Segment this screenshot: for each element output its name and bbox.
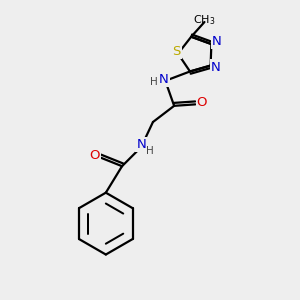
Text: H: H: [146, 146, 154, 156]
Text: O: O: [196, 96, 207, 110]
Text: H: H: [150, 77, 158, 87]
Text: N: N: [211, 61, 221, 74]
Text: CH$_3$: CH$_3$: [193, 14, 216, 28]
Text: N: N: [159, 73, 169, 86]
Text: O: O: [89, 149, 100, 162]
Text: N: N: [212, 35, 221, 48]
Text: S: S: [172, 45, 181, 58]
Text: N: N: [136, 138, 146, 151]
